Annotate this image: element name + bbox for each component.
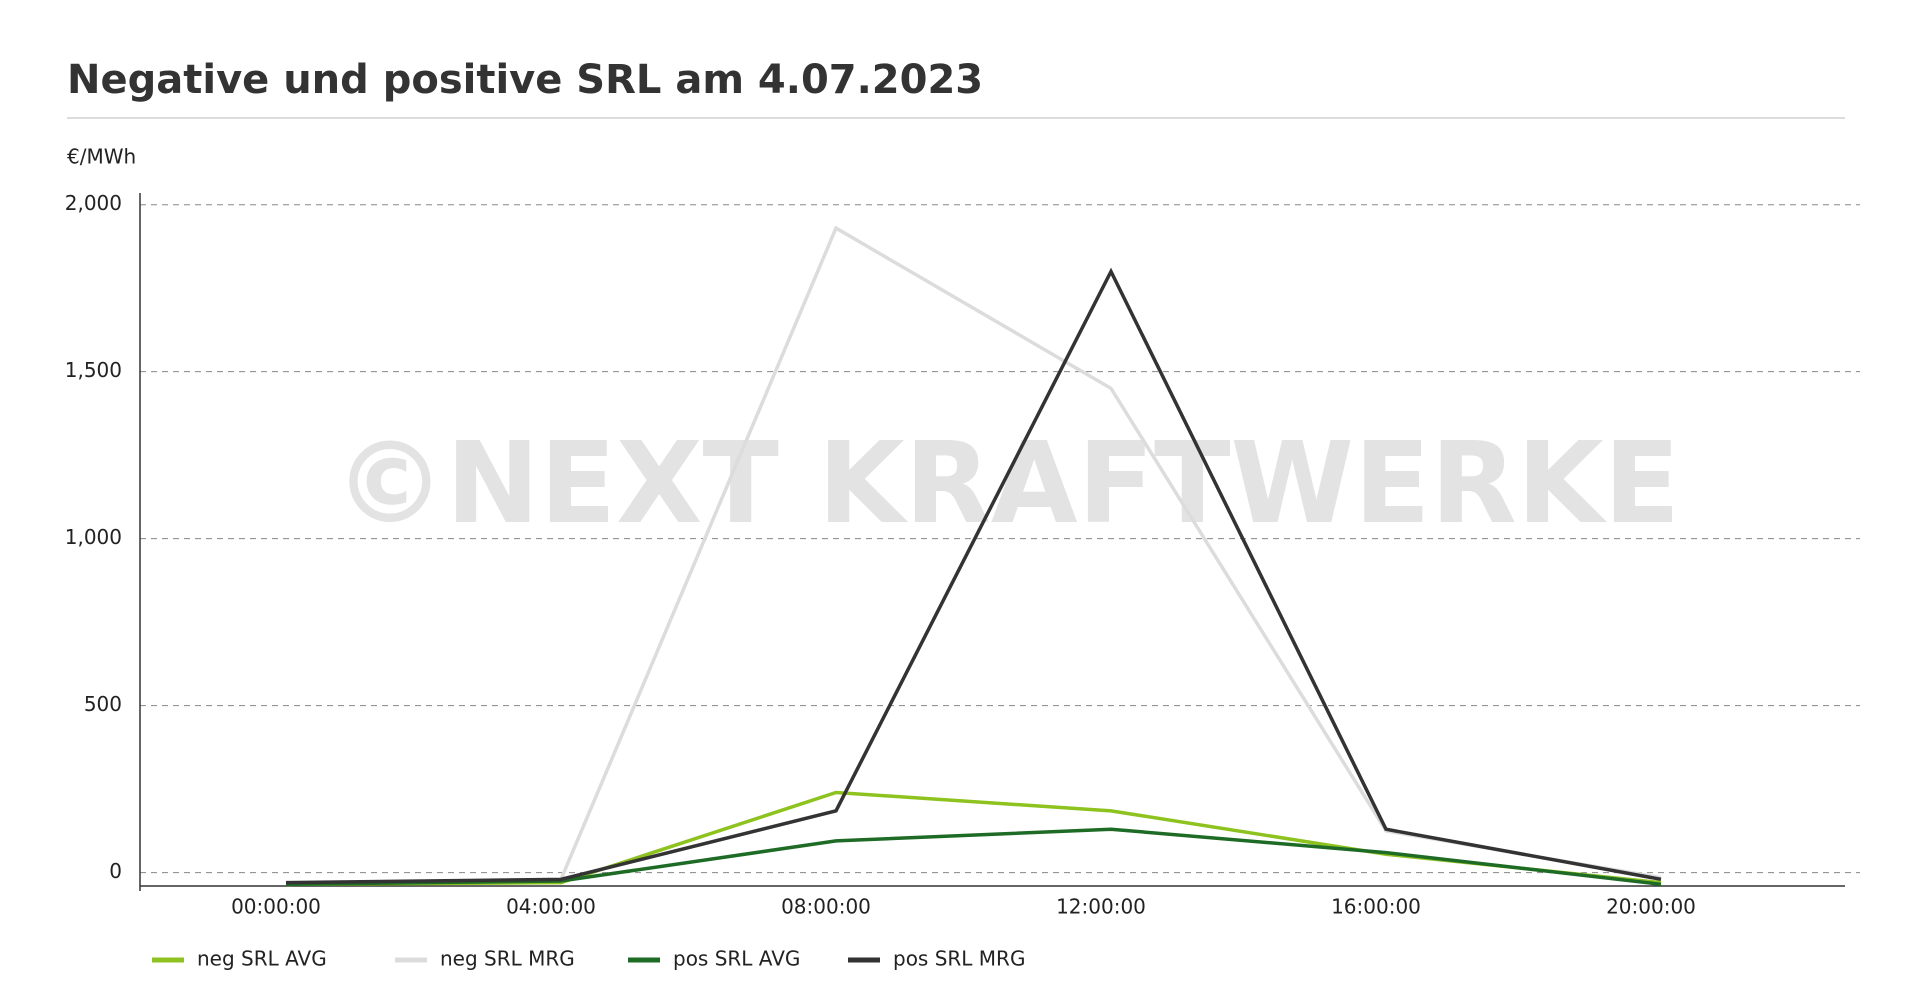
y-axis-label: €/MWh [67, 145, 136, 169]
x-tick-label: 08:00:00 [781, 895, 871, 919]
legend-label: neg SRL MRG [440, 947, 575, 971]
x-tick-label: 04:00:00 [506, 895, 596, 919]
series-line [285, 827, 1662, 887]
x-tick-label: 00:00:00 [231, 895, 321, 919]
legend-label: neg SRL AVG [197, 947, 327, 971]
legend-label: pos SRL MRG [893, 947, 1025, 971]
legend-label: pos SRL AVG [673, 947, 800, 971]
x-tick-label: 12:00:00 [1056, 895, 1146, 919]
series-line [285, 790, 1662, 887]
y-tick-label: 500 [84, 692, 122, 716]
series-line [285, 267, 1662, 885]
watermark: ©NEXT KRAFTWERKE [334, 419, 1680, 549]
x-tick-label: 20:00:00 [1606, 895, 1696, 919]
chart-title: Negative und positive SRL am 4.07.2023 [67, 57, 983, 103]
y-tick-label: 1,500 [65, 358, 122, 382]
y-tick-label: 0 [109, 859, 122, 883]
x-tick-label: 16:00:00 [1331, 895, 1421, 919]
y-tick-label: 2,000 [65, 191, 122, 215]
series-line [559, 225, 1662, 881]
y-tick-label: 1,000 [65, 525, 122, 549]
